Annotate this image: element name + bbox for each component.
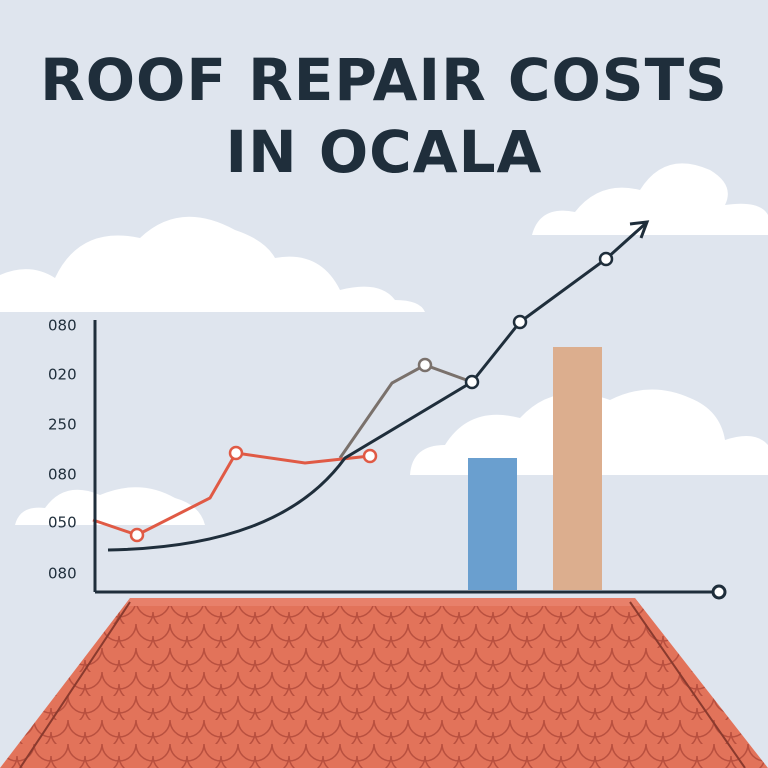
y-tick-label: 080 <box>48 466 77 484</box>
axis-end <box>711 584 727 600</box>
y-tick-label: 080 <box>48 317 77 335</box>
arrow-head <box>629 220 650 239</box>
clouds <box>0 163 768 525</box>
title-line: IN OCALA <box>226 118 543 186</box>
y-axis-labels: 080 020 250 080 050 080 <box>48 317 77 583</box>
bar <box>468 458 517 590</box>
points <box>129 251 614 543</box>
roof-edge <box>629 601 746 768</box>
trend-line <box>107 222 647 552</box>
y-tick-label: 250 <box>48 416 77 434</box>
bar <box>553 347 602 590</box>
roof <box>0 598 768 768</box>
title-line: ROOF REPAIR COSTS <box>40 46 728 114</box>
roof-edge <box>19 601 131 768</box>
y-tick-label: 020 <box>48 366 77 384</box>
roof-ridge <box>125 598 640 606</box>
red-line <box>92 451 371 537</box>
y-tick-label: 050 <box>48 514 77 532</box>
gray-line <box>338 363 473 459</box>
y-tick-label: 080 <box>48 565 77 583</box>
